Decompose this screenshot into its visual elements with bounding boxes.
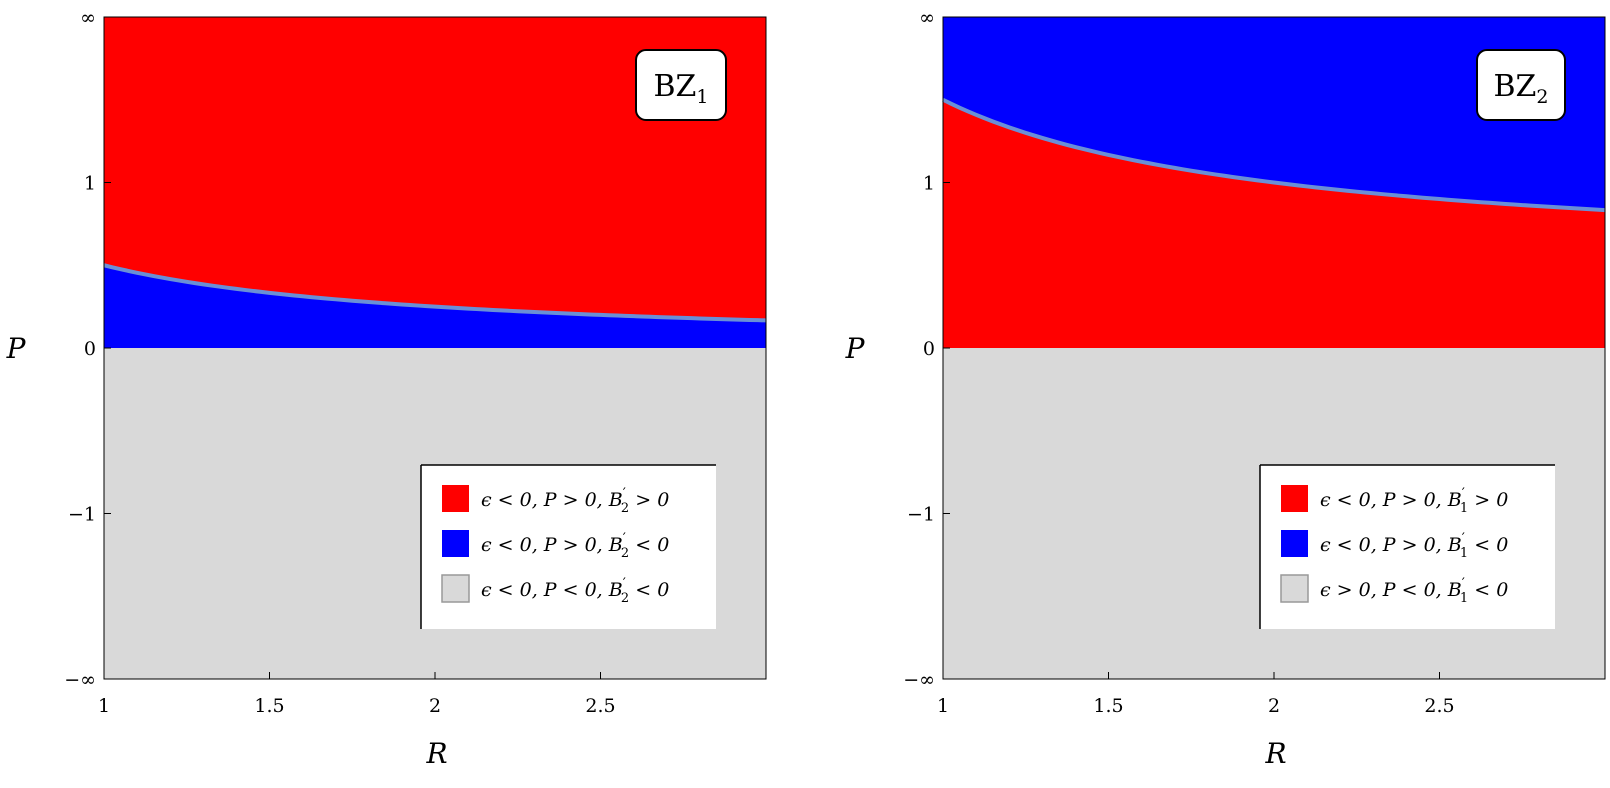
legend-entry-label: ϵ < 0, P > 0, B′ 1 > 0 (1320, 486, 1508, 516)
legend-entry-pre: ϵ > 0, P < 0, B (1320, 579, 1462, 601)
legend-entry-post: > 0 (1468, 489, 1508, 511)
legend-entry-label: ϵ > 0, P < 0, B′ 1 < 0 (1320, 576, 1508, 606)
legend-entry-post: < 0 (629, 534, 669, 556)
region-2-upper (943, 17, 1605, 211)
x-tick-label: 2 (1268, 695, 1280, 717)
y-tick-label: 1 (84, 173, 96, 195)
legend-entry-pre: ϵ < 0, P > 0, B (481, 489, 623, 511)
x-tick-label: 1 (98, 695, 110, 717)
legend-entry-sub: 1 (1460, 501, 1468, 516)
legend-swatch (442, 530, 469, 557)
y-tick-label: −1 (907, 504, 935, 526)
legend-entry-label: ϵ < 0, P < 0, B′ 2 < 0 (481, 576, 669, 606)
legend-entry-post: > 0 (629, 489, 669, 511)
panel-badge-1: BZ1 (635, 49, 727, 121)
badge-label: BZ1 (654, 69, 709, 108)
y-tick-label: −1 (68, 504, 96, 526)
legend-entry-sub: 2 (621, 501, 629, 516)
region-1-upper (104, 17, 766, 321)
badge-main: BZ (1494, 69, 1537, 104)
legend-1: ϵ < 0, P > 0, B′ 2 > 0ϵ < 0, P > 0, B′ 2 <… (420, 464, 716, 629)
legend-entry-prime: ′ (1462, 531, 1465, 547)
badge-sub: 2 (1536, 86, 1548, 108)
badge-box (1476, 49, 1566, 121)
x-tick-label: 1 (937, 695, 949, 717)
legend-entry-label: ϵ < 0, P > 0, B′ 2 < 0 (481, 531, 669, 561)
x-tick-label: 1.5 (1093, 695, 1123, 717)
legend-entry-post: < 0 (1468, 534, 1508, 556)
x-tick-label: 2.5 (585, 695, 615, 717)
badge-box (635, 49, 727, 121)
legend-entry-post: < 0 (1468, 579, 1508, 601)
legend-entry-prime: ′ (623, 576, 626, 592)
legend-box (1260, 465, 1555, 629)
y-tick-label: −∞ (64, 669, 96, 691)
legend-entry-sub: 2 (621, 546, 629, 561)
region-2-middle (943, 99, 1605, 348)
legend-swatch (1281, 530, 1308, 557)
x-axis-label: R (1264, 737, 1286, 770)
y-tick-label: ∞ (919, 7, 935, 29)
legend-swatch (441, 574, 470, 603)
legend-entry-sub: 1 (1460, 546, 1468, 561)
x-axis-label: R (425, 737, 447, 770)
badge-label: BZ2 (1494, 69, 1549, 108)
legend-entry-label: ϵ < 0, P > 0, B′ 2 > 0 (481, 486, 669, 516)
legend-entry-prime: ′ (1462, 576, 1465, 592)
legend-2: ϵ < 0, P > 0, B′ 1 > 0ϵ < 0, P > 0, B′ 1 <… (1259, 464, 1555, 629)
legend-swatch (442, 485, 469, 512)
legend-entry-sub: 1 (1460, 591, 1468, 606)
legend-entry-pre: ϵ < 0, P > 0, B (1320, 489, 1462, 511)
legend-entry-post: < 0 (629, 579, 669, 601)
legend-entry-pre: ϵ < 0, P > 0, B (1320, 534, 1462, 556)
y-tick-label: 0 (923, 338, 935, 360)
legend-entry-prime: ′ (623, 531, 626, 547)
y-axis-label: P (6, 332, 27, 365)
x-tick-label: 1.5 (254, 695, 284, 717)
y-tick-label: ∞ (80, 7, 96, 29)
legend-entry-pre: ϵ < 0, P < 0, B (481, 579, 623, 601)
legend-entry-prime: ′ (1462, 486, 1465, 502)
legend-entry-sub: 2 (621, 591, 629, 606)
legend-swatch (1281, 485, 1308, 512)
legend-box (421, 465, 716, 629)
region-1-middle (104, 265, 766, 348)
legend-entry-prime: ′ (623, 486, 626, 502)
x-tick-label: 2.5 (1424, 695, 1454, 717)
x-tick-label: 2 (429, 695, 441, 717)
y-tick-label: 0 (84, 338, 96, 360)
panel-badge-2: BZ2 (1476, 49, 1566, 121)
boundary-curve-1 (103, 263, 767, 323)
legend-entry-label: ϵ < 0, P > 0, B′ 1 < 0 (1320, 531, 1508, 561)
badge-sub: 1 (696, 86, 708, 108)
y-axis-label: P (845, 332, 866, 365)
legend-swatch (1280, 574, 1309, 603)
legend-entry-pre: ϵ < 0, P > 0, B (481, 534, 623, 556)
y-tick-label: 1 (923, 173, 935, 195)
boundary-curve-2 (942, 97, 1606, 213)
badge-main: BZ (654, 69, 697, 104)
y-tick-label: −∞ (903, 669, 935, 691)
